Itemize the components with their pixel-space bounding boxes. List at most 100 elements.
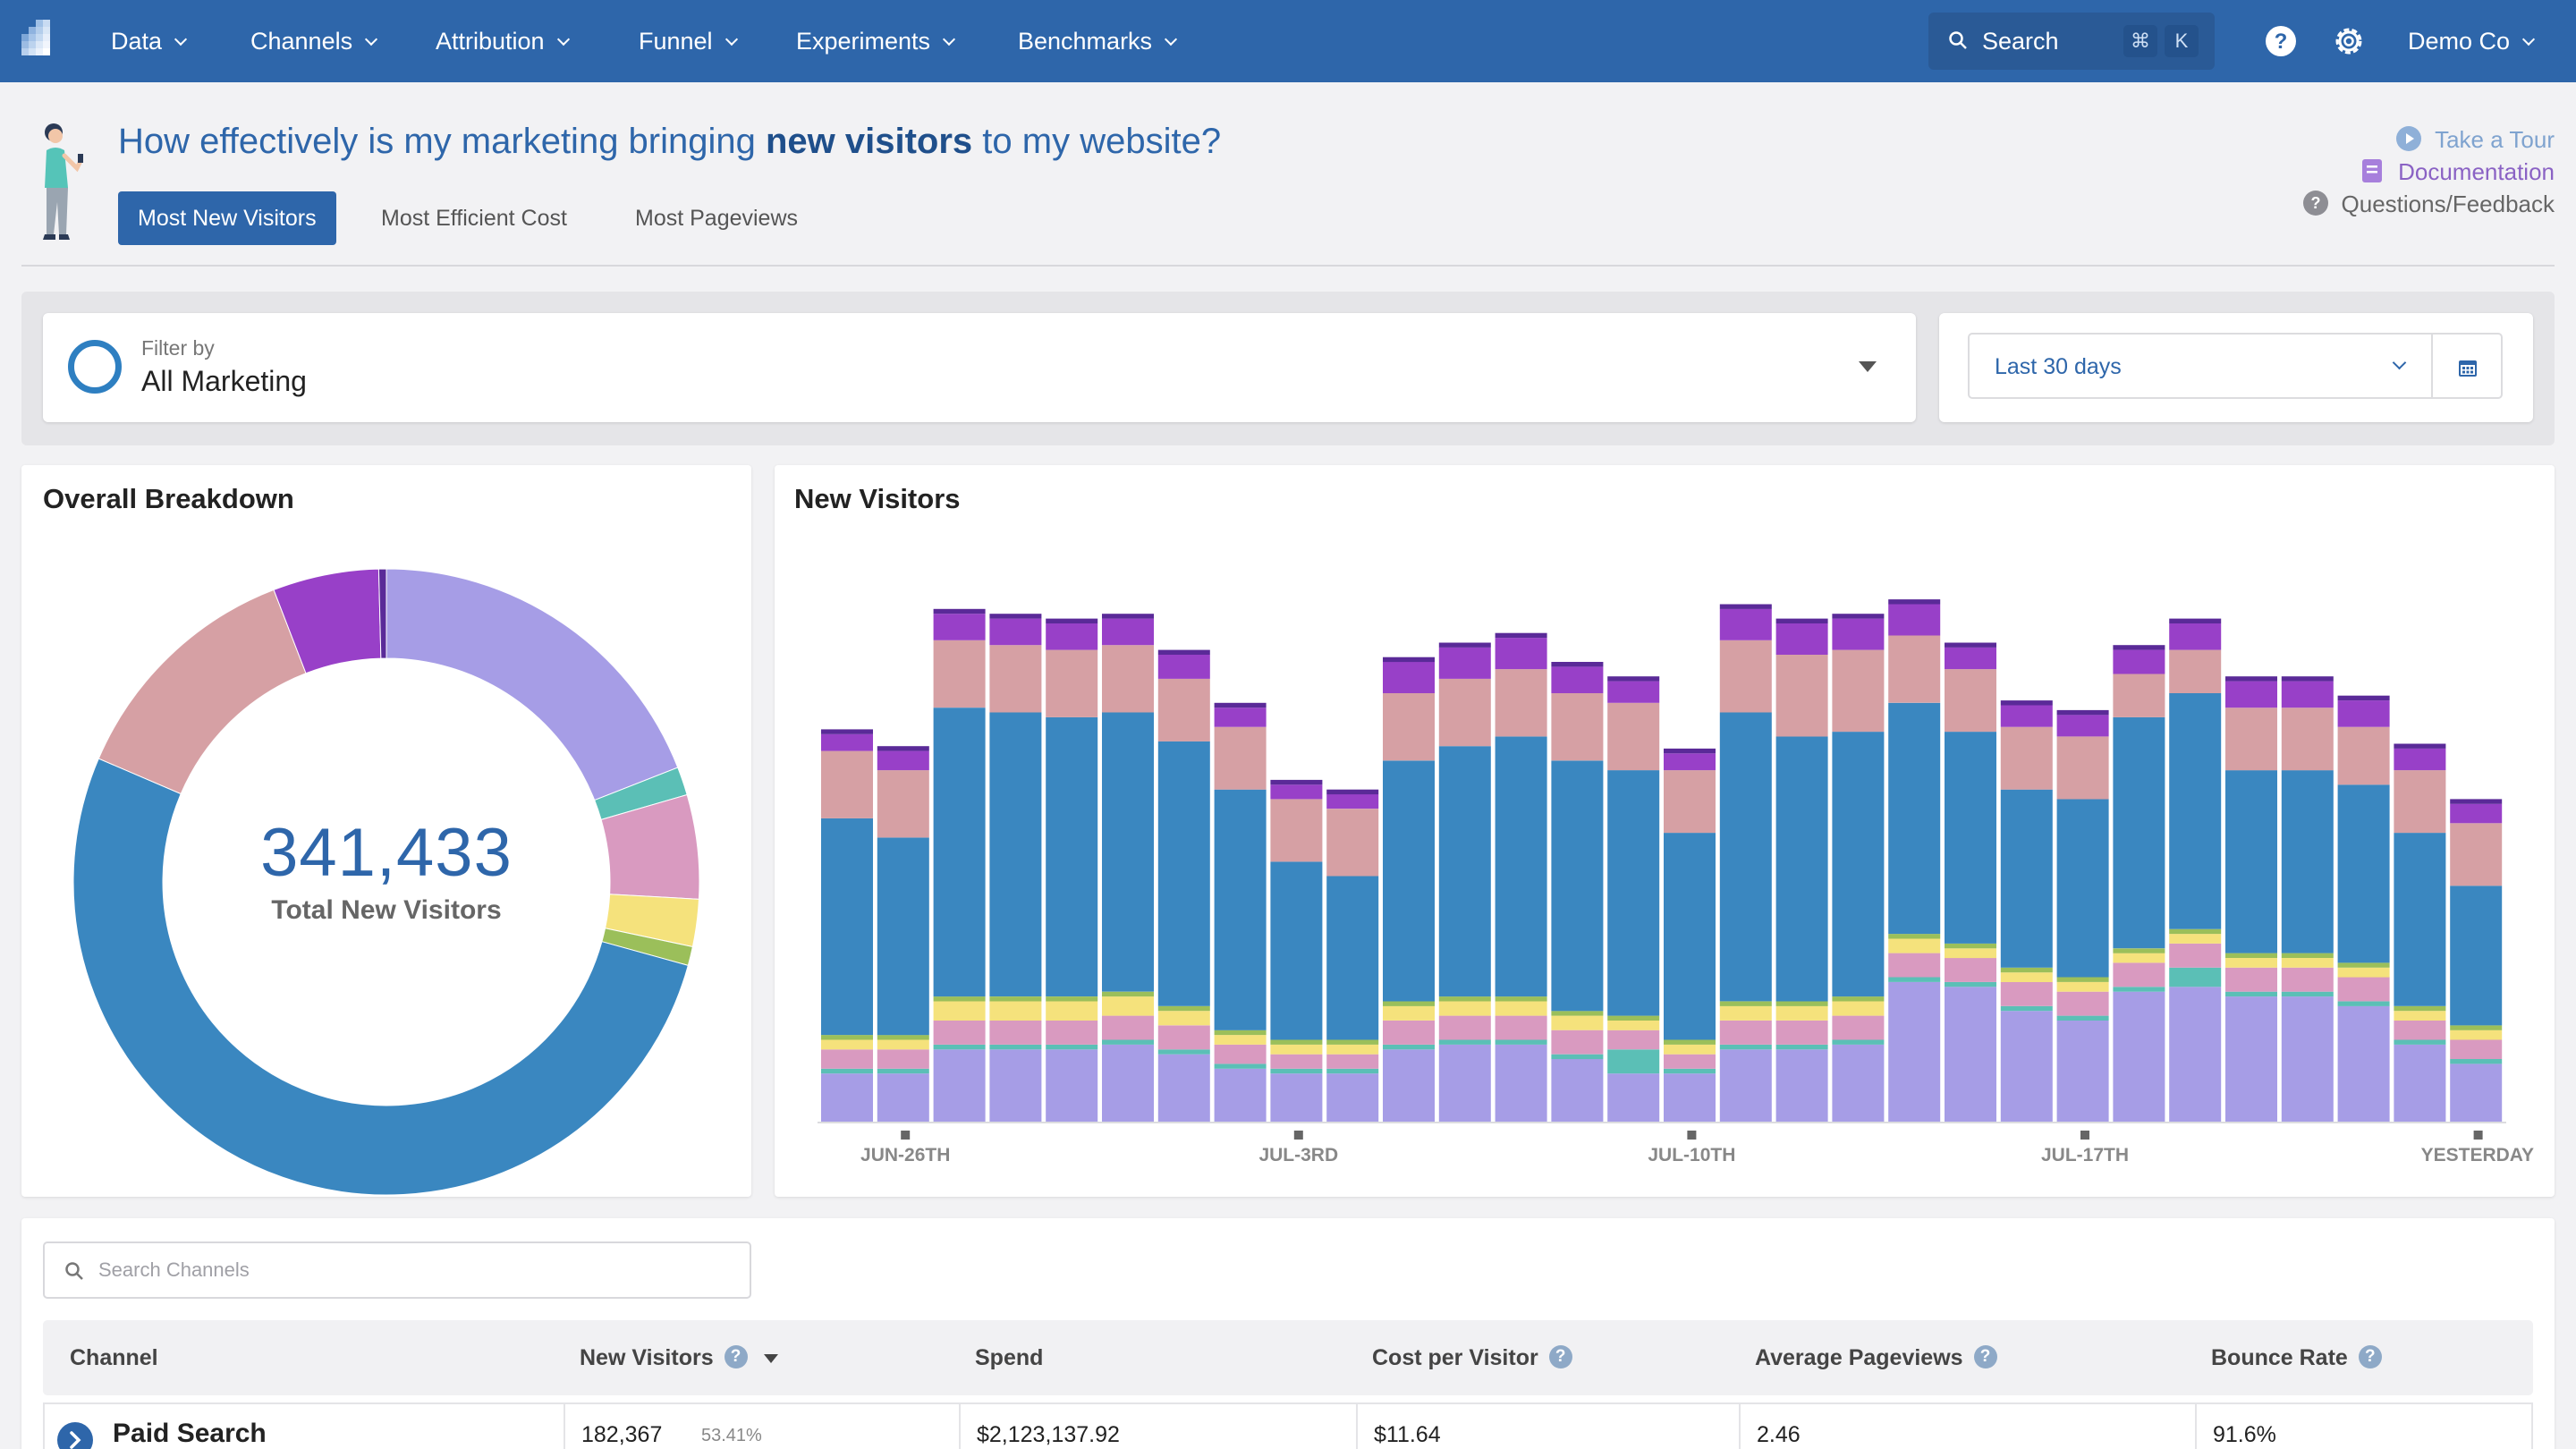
bar-segment[interactable] xyxy=(989,1001,1042,1021)
donut-slice[interactable] xyxy=(97,589,307,795)
bar-segment[interactable] xyxy=(1326,794,1379,809)
bar-segment[interactable] xyxy=(1270,1073,1323,1122)
nav-channels[interactable]: Channels xyxy=(250,0,378,82)
col-bounce-rate[interactable]: Bounce Rate? xyxy=(2211,1320,2382,1395)
table-row[interactable]: Paid Search 182,367 53.41% $2,123,137.92… xyxy=(43,1402,2533,1449)
search-channels-input[interactable] xyxy=(98,1243,724,1297)
bar-segment[interactable] xyxy=(1438,647,1491,679)
bar-segment[interactable] xyxy=(1551,1015,1604,1030)
bar-segment[interactable] xyxy=(2394,1021,2446,1040)
bar-segment[interactable] xyxy=(2281,681,2334,708)
tab-most-pageviews[interactable]: Most Pageviews xyxy=(635,206,799,231)
bar-segment[interactable] xyxy=(1326,1039,1379,1045)
bar-segment[interactable] xyxy=(1607,702,1660,771)
bar-segment[interactable] xyxy=(1438,678,1491,747)
bar-segment[interactable] xyxy=(2000,700,2053,706)
bar-segment[interactable] xyxy=(821,1073,873,1122)
bar-segment[interactable] xyxy=(1664,833,1716,1040)
bar-segment[interactable] xyxy=(877,770,929,838)
info-icon[interactable]: ? xyxy=(1973,1345,1997,1369)
bar-segment[interactable] xyxy=(1719,1044,1772,1050)
bar-segment[interactable] xyxy=(821,818,873,1036)
nav-attribution[interactable]: Attribution xyxy=(436,0,570,82)
bar-segment[interactable] xyxy=(989,712,1042,997)
bar-segment[interactable] xyxy=(2113,649,2165,674)
bar-segment[interactable] xyxy=(1832,614,1885,619)
bar-segment[interactable] xyxy=(1888,977,1941,982)
bar-segment[interactable] xyxy=(2337,700,2390,727)
bar-segment[interactable] xyxy=(1270,861,1323,1040)
nav-data[interactable]: Data xyxy=(111,0,188,82)
bar-segment[interactable] xyxy=(2000,967,2053,973)
bar-segment[interactable] xyxy=(877,1073,929,1122)
bar-segment[interactable] xyxy=(2337,784,2390,963)
bar-segment[interactable] xyxy=(1551,1054,1604,1060)
bar-segment[interactable] xyxy=(1214,1063,1267,1069)
bar-segment[interactable] xyxy=(2394,748,2446,771)
bar-segment[interactable] xyxy=(1664,1044,1716,1055)
calendar-button[interactable] xyxy=(2433,333,2503,399)
bar-segment[interactable] xyxy=(1888,938,1941,953)
bar-segment[interactable] xyxy=(1945,948,1996,959)
bar-segment[interactable] xyxy=(1214,1044,1267,1064)
bar-segment[interactable] xyxy=(1383,1049,1435,1122)
bar-segment[interactable] xyxy=(2056,991,2109,1016)
bar-segment[interactable] xyxy=(1775,736,1828,1002)
bar-segment[interactable] xyxy=(2113,674,2165,717)
bar-segment[interactable] xyxy=(1888,702,1941,935)
bar-segment[interactable] xyxy=(2113,987,2165,992)
bar-segment[interactable] xyxy=(2394,833,2446,1006)
bar-segment[interactable] xyxy=(1888,981,1941,1122)
bar-segment[interactable] xyxy=(2450,1059,2503,1064)
bar-segment[interactable] xyxy=(1383,760,1435,1002)
bar-segment[interactable] xyxy=(1495,1039,1547,1045)
bar-segment[interactable] xyxy=(2169,623,2222,650)
bar-segment[interactable] xyxy=(2394,1011,2446,1021)
bar-segment[interactable] xyxy=(1664,770,1716,834)
donut-slice[interactable] xyxy=(377,568,387,659)
col-new-visitors[interactable]: New Visitors? xyxy=(580,1320,778,1395)
bar-segment[interactable] xyxy=(1326,1044,1379,1055)
bar-segment[interactable] xyxy=(1383,662,1435,693)
nav-funnel[interactable]: Funnel xyxy=(639,0,738,82)
bar-segment[interactable] xyxy=(2281,991,2334,997)
bar-segment[interactable] xyxy=(1102,618,1154,646)
bar-segment[interactable] xyxy=(2000,705,2053,727)
bar-segment[interactable] xyxy=(1888,953,1941,978)
bar-segment[interactable] xyxy=(2113,991,2165,1122)
bar-segment[interactable] xyxy=(821,1035,873,1040)
bar-segment[interactable] xyxy=(989,618,1042,646)
bar-segment[interactable] xyxy=(1046,1001,1098,1021)
bar-segment[interactable] xyxy=(1102,996,1154,1016)
bar-segment[interactable] xyxy=(1214,789,1267,1030)
bar-segment[interactable] xyxy=(1046,716,1098,996)
bar-segment[interactable] xyxy=(1495,1015,1547,1040)
bar-segment[interactable] xyxy=(1551,662,1604,667)
bar-segment[interactable] xyxy=(2394,743,2446,749)
nav-benchmarks[interactable]: Benchmarks xyxy=(1018,0,1178,82)
bar-segment[interactable] xyxy=(1664,748,1716,754)
bar-segment[interactable] xyxy=(2450,886,2503,1026)
bar-segment[interactable] xyxy=(1214,1035,1267,1045)
bar-segment[interactable] xyxy=(1270,1044,1323,1055)
bar-segment[interactable] xyxy=(2225,958,2277,968)
col-cost-per-visitor[interactable]: Cost per Visitor? xyxy=(1372,1320,1572,1395)
bar-segment[interactable] xyxy=(1102,1039,1154,1045)
bar-segment[interactable] xyxy=(1832,996,1885,1002)
tab-most-new-visitors[interactable]: Most New Visitors xyxy=(118,191,336,245)
bar-segment[interactable] xyxy=(1775,1001,1828,1006)
bar-segment[interactable] xyxy=(1551,666,1604,693)
bar-segment[interactable] xyxy=(1664,1054,1716,1069)
bar-segment[interactable] xyxy=(1664,1068,1716,1074)
bar-segment[interactable] xyxy=(2169,618,2222,623)
bar-segment[interactable] xyxy=(1157,1025,1210,1050)
bar-segment[interactable] xyxy=(2056,1021,2109,1122)
bar-segment[interactable] xyxy=(1214,1068,1267,1122)
bar-segment[interactable] xyxy=(1664,1039,1716,1045)
bar-segment[interactable] xyxy=(2056,709,2109,716)
bar-segment[interactable] xyxy=(1495,996,1547,1002)
bar-segment[interactable] xyxy=(1046,1049,1098,1122)
bar-segment[interactable] xyxy=(821,733,873,751)
bar-segment[interactable] xyxy=(2337,1001,2390,1006)
bar-segment[interactable] xyxy=(1888,599,1941,605)
